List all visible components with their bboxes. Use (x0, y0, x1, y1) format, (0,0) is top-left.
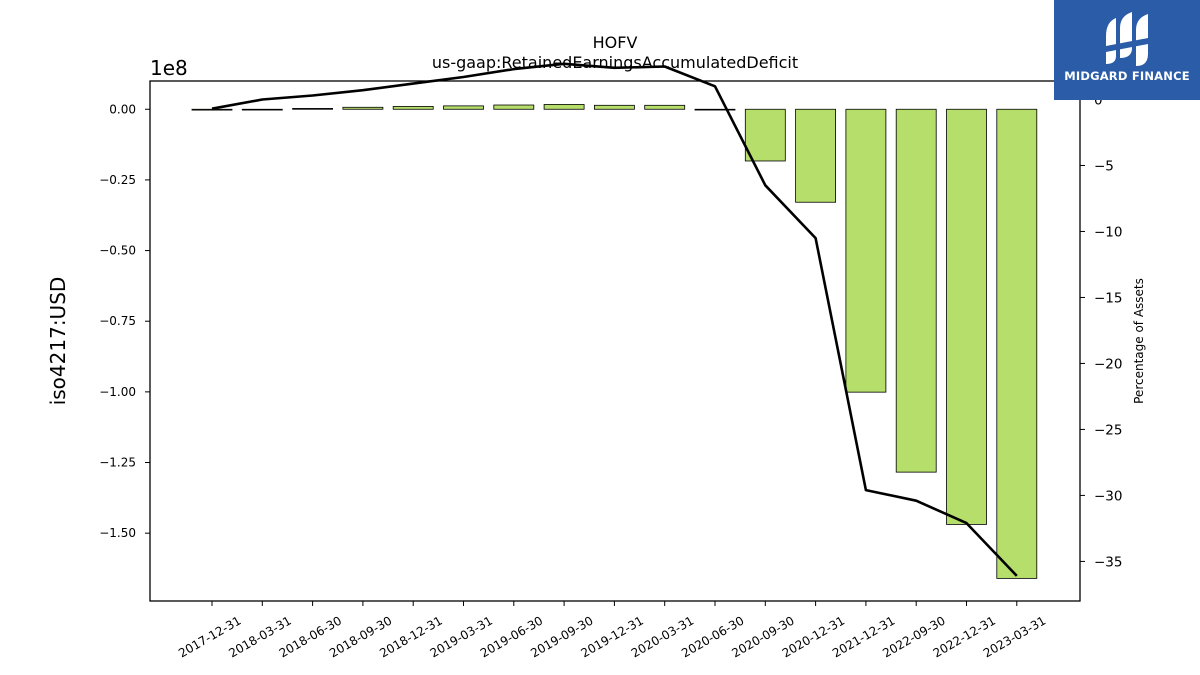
x-axis-ticks: 2017-12-312018-03-312018-06-302018-09-30… (176, 601, 1048, 660)
bar-2018-09-30 (342, 106, 384, 110)
bar-2020-12-31 (795, 108, 836, 203)
midgard-logo-icon (1106, 12, 1148, 66)
y-tick-label: −1.50 (99, 526, 136, 540)
chart-subtitle: us-gaap:RetainedEarningsAccumulatedDefic… (432, 53, 798, 72)
bar-series (191, 104, 1038, 579)
y2-tick-label: −5 (1094, 158, 1114, 174)
bar-2022-09-30 (895, 108, 937, 473)
bar-2022-12-31 (946, 108, 987, 525)
chart-title: HOFV (593, 33, 638, 52)
bar-2020-06-30 (694, 108, 736, 111)
y2-tick-label: 0 (1094, 92, 1103, 108)
y-axis-title: iso4217:USD (46, 277, 70, 406)
percentage-of-assets-line (211, 62, 1018, 577)
brand-name: MIDGARD FINANCE (1064, 69, 1190, 83)
bar-2020-03-31 (644, 104, 686, 110)
y-tick-label: −0.25 (99, 173, 136, 187)
bar-2019-12-31 (594, 104, 635, 110)
bar-2018-12-31 (392, 106, 434, 110)
y2-tick-label: −10 (1094, 224, 1123, 240)
y-tick-label: 0.00 (109, 102, 136, 116)
y2-tick-label: −15 (1094, 290, 1123, 306)
y2-tick-label: −30 (1094, 488, 1123, 504)
bar-2019-06-30 (493, 104, 535, 110)
y-axis-ticks: 0.00 −0.25 −0.50 −0.75 −1.00 −1.25 −1.50 (99, 102, 150, 540)
bar-2023-03-31 (996, 108, 1038, 579)
bar-2017-12-31 (191, 108, 233, 111)
bar-2018-06-30 (292, 108, 334, 110)
y2-tick-label: −35 (1094, 554, 1123, 570)
y2-axis-title: Percentage of Assets (1132, 278, 1146, 404)
y-tick-label: −1.25 (99, 456, 136, 470)
bar-2021-12-31 (845, 108, 887, 393)
bar-2019-03-31 (443, 105, 484, 110)
y-axis-multiplier: 1e8 (150, 56, 188, 80)
bar-2019-09-30 (543, 104, 585, 110)
line-series (211, 62, 1018, 577)
brand-logo: MIDGARD FINANCE (1054, 0, 1200, 100)
y-tick-label: −0.50 (99, 244, 136, 258)
bar-2018-03-31 (241, 108, 283, 111)
y-tick-label: −1.00 (99, 385, 136, 399)
y2-tick-label: −20 (1094, 356, 1123, 372)
plot-frame (149, 80, 1081, 602)
y2-axis-ticks: 0 −5 −10 −15 −20 −25 −30 −35 (1080, 92, 1123, 570)
y2-tick-label: −25 (1094, 422, 1123, 438)
y-tick-label: −0.75 (99, 314, 136, 328)
bar-2020-09-30 (744, 108, 786, 162)
